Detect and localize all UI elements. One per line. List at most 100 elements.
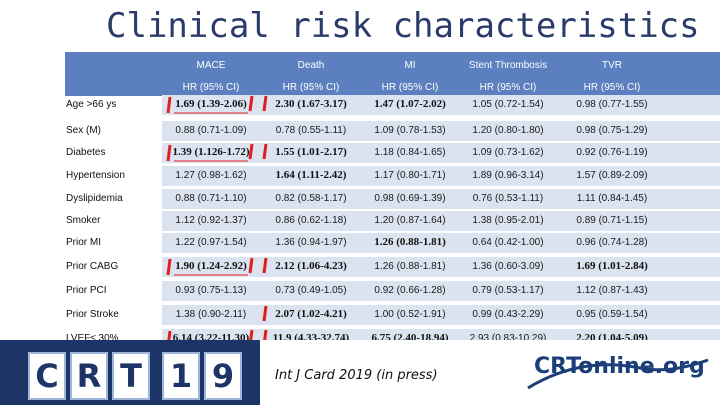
table-cell: 0.73 (0.49-1.05) [275,285,347,296]
table-cell: 1.18 (0.84-1.65) [374,147,446,158]
table-cell: 0.82 (0.58-1.17) [275,193,347,204]
table-cell: 1.09 (0.73-1.62) [472,147,544,158]
table-cell: 1.39 (1.126-1.72) [172,146,250,158]
red-mark-death [262,143,268,160]
table-cell: 1.11 (0.84-1.45) [576,193,648,204]
row-label: Hypertension [66,170,125,181]
row-band [162,121,720,141]
table-cell: 1.69 (1.39-2.06) [175,98,247,110]
table-cell: 1.89 (0.96-3.14) [472,170,544,181]
table-cell: 2.12 (1.06-4.23) [275,260,347,272]
table-cell: 1.12 (0.87-1.43) [576,285,648,296]
column-subheader: HR (95% CI) [381,82,439,93]
table-cell: 0.93 (0.75-1.13) [175,285,247,296]
row-band [162,95,720,115]
row-label: LVEF≤ 30% [66,333,119,344]
table-cell: 1.36 (0.60-3.09) [472,261,544,272]
table-cell: 1.57 (0.89-2.09) [576,170,648,181]
logo-letter-box: C [28,352,66,400]
row-label: Prior MI [66,237,101,248]
row-band [162,211,720,231]
red-mark-death [262,257,268,274]
table-cell: 1.20 (0.80-1.80) [472,125,544,136]
table-cell: 1.20 (0.87-1.64) [374,215,446,226]
row-label: Diabetes [66,147,106,158]
table-cell: 0.78 (0.55-1.11) [275,125,347,136]
crtonline-swoosh [527,358,709,390]
red-mark-death [262,95,268,112]
column-header: Stent Thrombosis [468,60,548,71]
row-label: Prior PCI [66,285,107,296]
table-cell: 0.99 (0.43-2.29) [472,309,544,320]
table-cell: 0.79 (0.53-1.17) [472,285,544,296]
table-cell: 1.55 (1.01-2.17) [275,146,347,158]
table-cell: 1.64 (1.11-2.42) [275,169,347,181]
logo-letter-box: T [112,352,150,400]
table-cell: 0.89 (0.71-1.15) [576,215,648,226]
row-label: Age >66 ys [66,99,117,110]
table-cell: 1.36 (0.94-1.97) [275,237,347,248]
row-band [162,233,720,253]
row-label: Prior CABG [66,261,119,272]
column-header: MACE [196,60,226,71]
column-subheader: HR (95% CI) [583,82,641,93]
table-cell: 1.26 (0.88-1.81) [374,236,446,248]
logo-letter-box: 9 [204,352,242,400]
table-cell: 1.12 (0.92-1.37) [175,215,247,226]
row-band [162,166,720,186]
row-label: Prior Stroke [66,309,119,320]
row-band [162,189,720,209]
column-header: TVR [602,60,622,71]
table-cell: 1.09 (0.78-1.53) [374,125,446,136]
red-mark-left [166,144,172,162]
table-cell: 0.92 (0.76-1.19) [576,147,648,158]
row-label: Dyslipidemia [66,193,123,204]
row-band [162,305,720,325]
table-cell: 1.27 (0.98-1.62) [175,170,247,181]
column-subheader: HR (95% CI) [182,82,240,93]
table-cell: 1.26 (0.88-1.81) [374,261,446,272]
red-mark-left [166,258,172,276]
logo-letter-box: R [70,352,108,400]
table-cell: 1.38 (0.90-2.11) [175,309,247,320]
table-cell: 0.95 (0.59-1.54) [576,309,648,320]
red-mark-left [166,96,172,114]
table-cell: 1.38 (0.95-2.01) [472,215,544,226]
table-cell: 0.98 (0.77-1.55) [576,99,648,110]
red-mark-right [248,95,254,112]
red-mark-right [248,257,254,274]
table-cell: 1.22 (0.97-1.54) [175,237,247,248]
row-band [162,257,720,277]
table-header [65,52,720,96]
table-cell: 0.88 (0.71-1.10) [175,193,247,204]
table-cell: 0.96 (0.74-1.28) [576,237,648,248]
table-cell: 2.30 (1.67-3.17) [275,98,347,110]
row-label: Sex (M) [66,125,101,136]
crtonline-text: CRTonline.org [534,354,705,379]
table-cell: 0.86 (0.62-1.18) [275,215,347,226]
citation-text: Int J Card 2019 (in press) [275,368,438,383]
table-cell: 1.69 (1.01-2.84) [576,260,648,272]
crtonline-logo: CRTonline.org [520,346,715,396]
column-header: MI [404,60,416,71]
table-cell: 1.47 (1.07-2.02) [374,98,446,110]
table-cell: 0.76 (0.53-1.11) [472,193,544,204]
slide-title: Clinical risk characteristics [106,6,700,46]
table-cell: 2.07 (1.02-4.21) [275,308,347,320]
red-mark-death [262,305,268,322]
table-cell: 0.92 (0.66-1.28) [374,285,446,296]
table-cell: 0.98 (0.75-1.29) [576,125,648,136]
table-cell: 1.05 (0.72-1.54) [472,99,544,110]
table-cell: 1.17 (0.80-1.71) [374,170,446,181]
table-cell: 0.98 (0.69-1.39) [374,193,446,204]
table-cell: 0.64 (0.42-1.00) [472,237,544,248]
row-band [162,143,720,163]
table-cell: 0.88 (0.71-1.09) [175,125,247,136]
column-subheader: HR (95% CI) [479,82,537,93]
table-cell: 1.00 (0.52-1.91) [374,309,446,320]
table-cell: 2.93 (0.83-10.29) [469,333,547,344]
row-band [162,281,720,301]
table-cell: 1.90 (1.24-2.92) [175,260,247,272]
